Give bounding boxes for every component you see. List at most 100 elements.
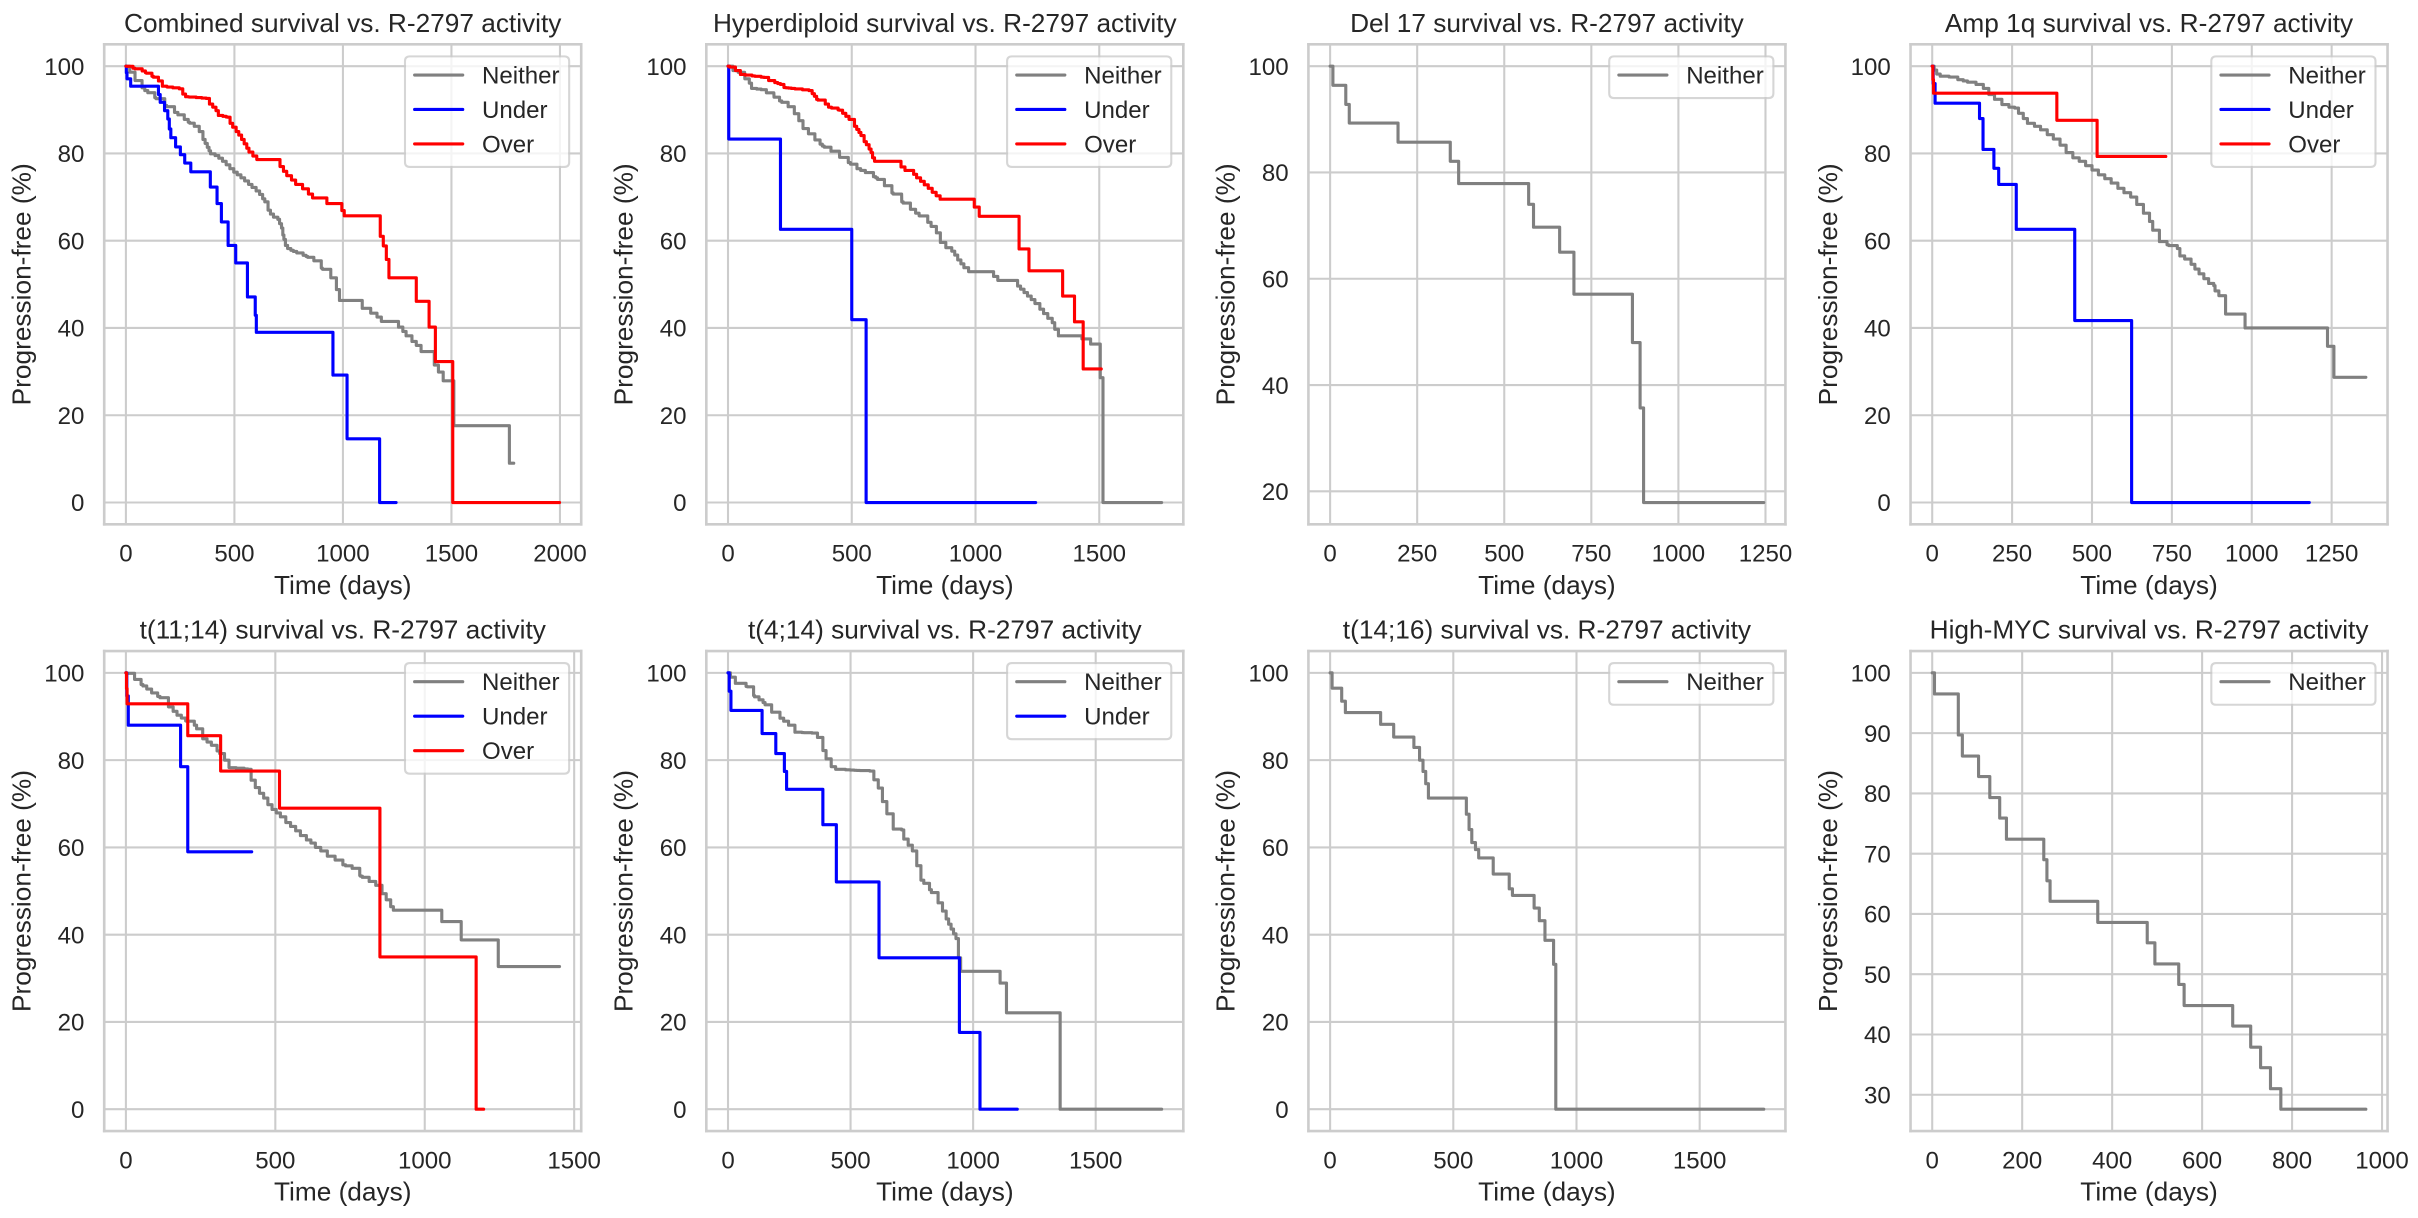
svg-text:500: 500 — [255, 1147, 295, 1174]
svg-text:30: 30 — [1864, 1082, 1891, 1109]
svg-text:750: 750 — [2152, 541, 2192, 568]
svg-text:Time (days): Time (days) — [274, 1177, 412, 1207]
svg-text:Time (days): Time (days) — [876, 570, 1014, 600]
svg-text:500: 500 — [214, 541, 254, 568]
svg-text:1000: 1000 — [1652, 541, 1706, 568]
svg-text:Progression-free (%): Progression-free (%) — [7, 163, 37, 405]
svg-text:20: 20 — [660, 403, 687, 430]
svg-text:Neither: Neither — [2288, 669, 2366, 696]
svg-text:60: 60 — [1262, 835, 1289, 862]
svg-text:0: 0 — [119, 541, 132, 568]
svg-text:Under: Under — [2288, 97, 2354, 124]
svg-text:Under: Under — [1084, 97, 1150, 124]
svg-text:500: 500 — [831, 1147, 871, 1174]
svg-text:250: 250 — [1397, 541, 1437, 568]
svg-text:750: 750 — [1571, 541, 1611, 568]
svg-text:100: 100 — [44, 661, 84, 688]
svg-text:20: 20 — [58, 403, 85, 430]
svg-text:500: 500 — [832, 541, 872, 568]
svg-text:Neither: Neither — [482, 62, 560, 89]
svg-text:400: 400 — [2092, 1147, 2132, 1174]
svg-text:20: 20 — [1864, 403, 1891, 430]
svg-text:60: 60 — [1864, 902, 1891, 929]
svg-text:t(11;14) survival vs. R-2797 a: t(11;14) survival vs. R-2797 activity — [140, 615, 547, 645]
svg-text:1000: 1000 — [398, 1147, 452, 1174]
svg-text:0: 0 — [1323, 1147, 1336, 1174]
svg-text:Progression-free (%): Progression-free (%) — [609, 770, 639, 1012]
svg-text:0: 0 — [721, 541, 734, 568]
svg-text:1000: 1000 — [316, 541, 370, 568]
svg-text:80: 80 — [1262, 160, 1289, 187]
svg-text:High-MYC survival vs. R-2797 a: High-MYC survival vs. R-2797 activity — [1930, 615, 2370, 645]
svg-text:Progression-free (%): Progression-free (%) — [1211, 770, 1241, 1012]
svg-text:70: 70 — [1864, 841, 1891, 868]
svg-text:500: 500 — [1484, 541, 1524, 568]
svg-text:Progression-free (%): Progression-free (%) — [1813, 163, 1843, 405]
svg-text:1000: 1000 — [946, 1147, 1000, 1174]
svg-text:1000: 1000 — [1550, 1147, 1604, 1174]
svg-text:60: 60 — [58, 228, 85, 255]
svg-text:Progression-free (%): Progression-free (%) — [7, 770, 37, 1012]
svg-text:Neither: Neither — [1084, 669, 1162, 696]
svg-text:80: 80 — [1864, 781, 1891, 808]
svg-text:40: 40 — [1864, 316, 1891, 343]
svg-text:80: 80 — [1262, 748, 1289, 775]
svg-text:0: 0 — [1926, 1147, 1939, 1174]
svg-text:20: 20 — [1262, 1010, 1289, 1037]
svg-text:Over: Over — [482, 131, 534, 158]
svg-text:60: 60 — [660, 228, 687, 255]
svg-text:100: 100 — [1249, 54, 1289, 81]
svg-text:1500: 1500 — [1069, 1147, 1123, 1174]
svg-text:0: 0 — [1275, 1097, 1288, 1124]
svg-text:Time (days): Time (days) — [1478, 1177, 1615, 1207]
svg-text:0: 0 — [1926, 541, 1939, 568]
svg-text:Combined survival vs. R-2797 a: Combined survival vs. R-2797 activity — [124, 8, 562, 38]
svg-text:80: 80 — [58, 141, 85, 168]
svg-text:500: 500 — [1433, 1147, 1473, 1174]
svg-text:Amp 1q survival vs. R-2797 act: Amp 1q survival vs. R-2797 activity — [1945, 8, 2354, 38]
svg-text:1500: 1500 — [1673, 1147, 1727, 1174]
svg-text:40: 40 — [58, 316, 85, 343]
svg-text:100: 100 — [646, 661, 686, 688]
svg-text:80: 80 — [1864, 141, 1891, 168]
svg-text:250: 250 — [1992, 541, 2032, 568]
svg-text:80: 80 — [58, 748, 85, 775]
svg-text:20: 20 — [1262, 479, 1289, 506]
svg-text:0: 0 — [673, 490, 686, 517]
svg-text:1250: 1250 — [2305, 541, 2359, 568]
svg-text:60: 60 — [660, 835, 687, 862]
svg-text:Time (days): Time (days) — [1478, 570, 1615, 600]
svg-text:20: 20 — [58, 1010, 85, 1037]
svg-text:90: 90 — [1864, 721, 1891, 748]
svg-text:1000: 1000 — [949, 541, 1003, 568]
svg-text:100: 100 — [1851, 54, 1891, 81]
svg-text:50: 50 — [1864, 962, 1891, 989]
svg-text:Under: Under — [482, 97, 548, 124]
svg-text:0: 0 — [71, 1097, 84, 1124]
svg-text:100: 100 — [646, 54, 686, 81]
svg-text:t(4;14) survival vs. R-2797 ac: t(4;14) survival vs. R-2797 activity — [748, 615, 1143, 645]
svg-text:200: 200 — [2002, 1147, 2042, 1174]
svg-text:500: 500 — [2072, 541, 2112, 568]
svg-text:1500: 1500 — [1073, 541, 1127, 568]
svg-text:80: 80 — [660, 748, 687, 775]
svg-text:600: 600 — [2182, 1147, 2222, 1174]
svg-text:100: 100 — [44, 54, 84, 81]
svg-text:Time (days): Time (days) — [274, 570, 412, 600]
svg-text:40: 40 — [58, 922, 85, 949]
svg-text:0: 0 — [721, 1147, 734, 1174]
svg-text:Time (days): Time (days) — [2080, 570, 2218, 600]
svg-text:Time (days): Time (days) — [2080, 1177, 2218, 1207]
svg-text:40: 40 — [1864, 1022, 1891, 1049]
svg-text:Progression-free (%): Progression-free (%) — [609, 163, 639, 405]
svg-text:80: 80 — [660, 141, 687, 168]
svg-text:Neither: Neither — [2288, 62, 2366, 89]
svg-text:60: 60 — [1262, 266, 1289, 293]
svg-text:1000: 1000 — [2225, 541, 2279, 568]
svg-text:Time (days): Time (days) — [876, 1177, 1014, 1207]
svg-text:0: 0 — [119, 1147, 132, 1174]
svg-text:Over: Over — [482, 738, 534, 765]
svg-text:800: 800 — [2272, 1147, 2312, 1174]
svg-text:Neither: Neither — [1686, 62, 1764, 89]
svg-text:1500: 1500 — [425, 541, 479, 568]
